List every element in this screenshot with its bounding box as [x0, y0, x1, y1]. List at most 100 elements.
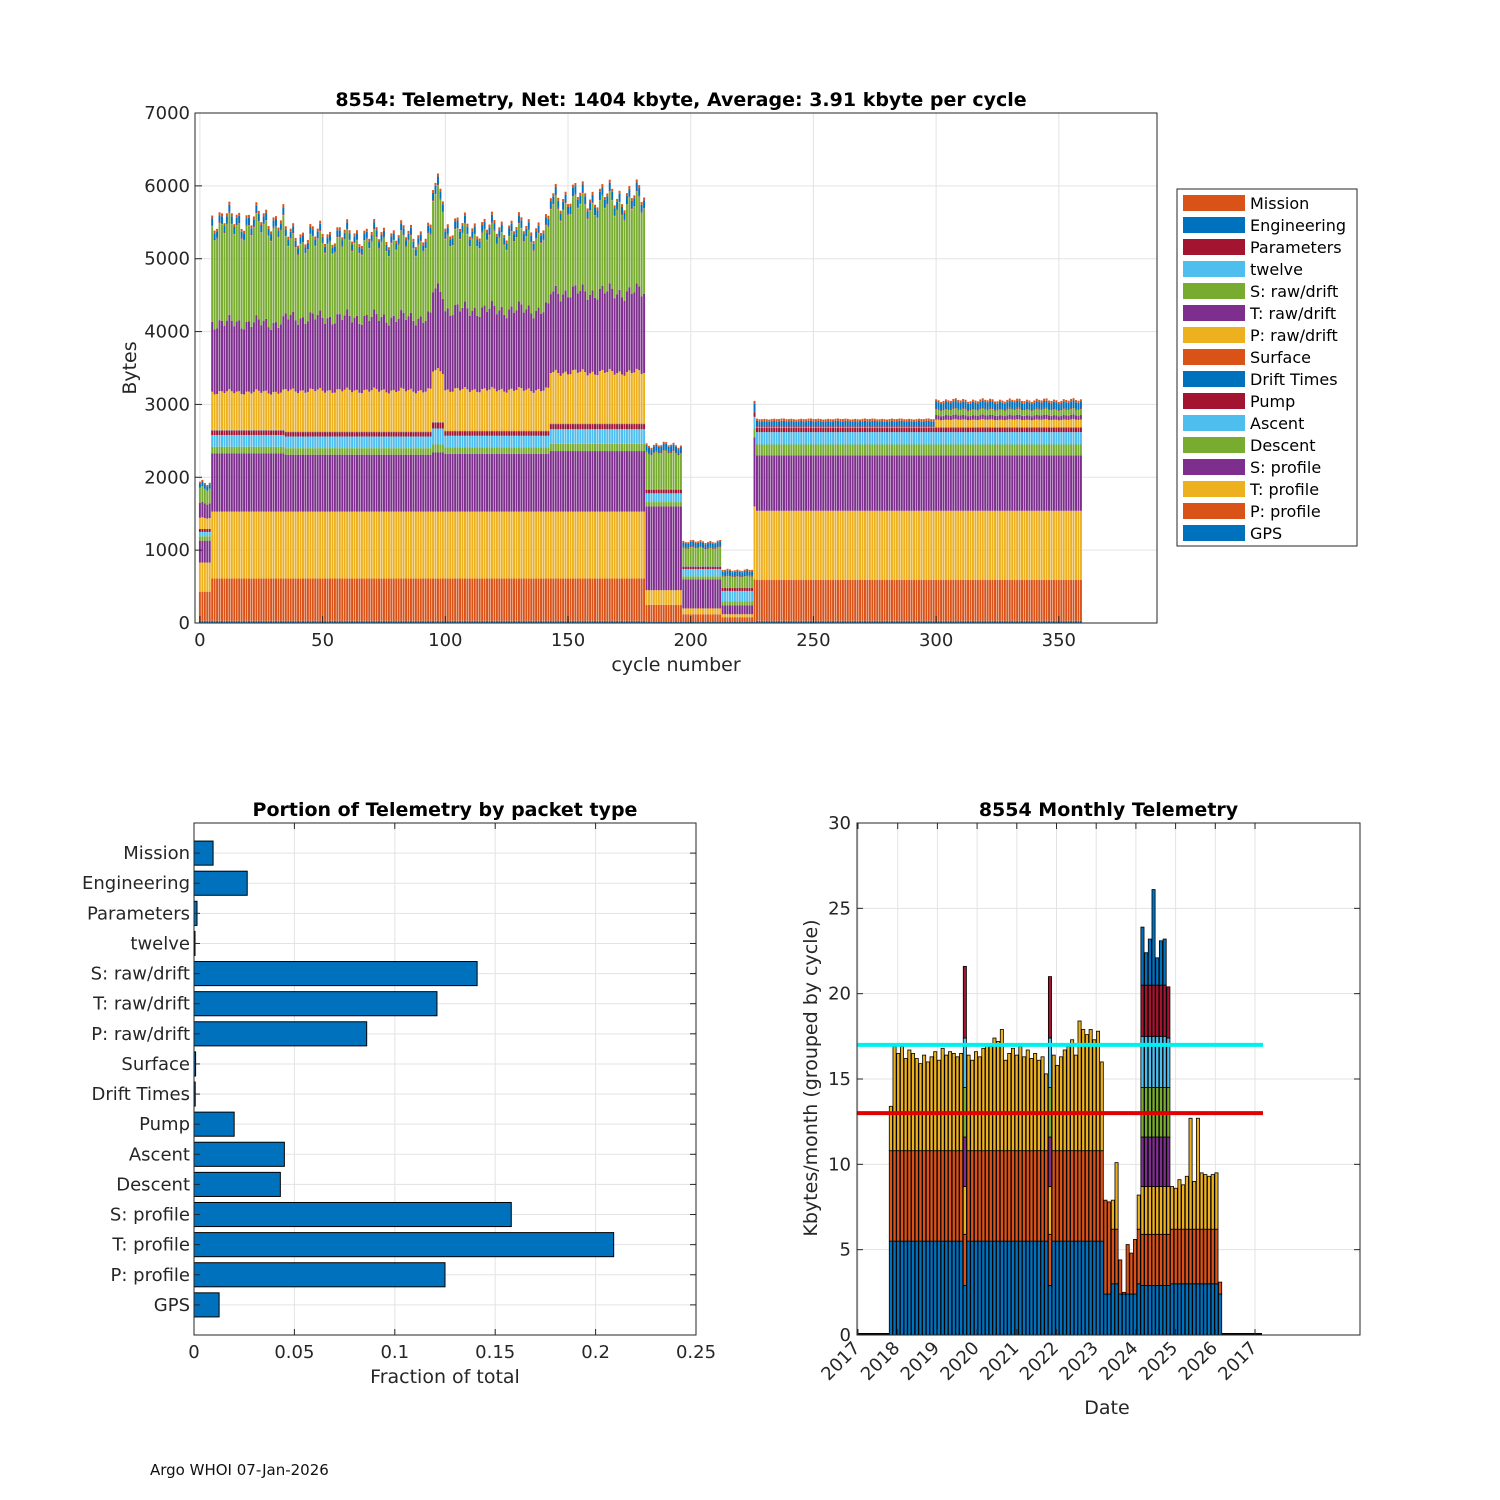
bar-parameters	[211, 225, 214, 226]
bar-parameters	[795, 426, 798, 428]
bar-ascent	[714, 569, 717, 577]
bar-t-profile	[591, 511, 594, 579]
bar-s-profile	[652, 506, 655, 591]
bar-t-profile	[738, 614, 741, 618]
bar-t-profile	[444, 511, 447, 579]
bar-ascent	[670, 493, 673, 503]
bar-s-raw-drift	[324, 253, 327, 324]
bar-p-raw-drift	[243, 394, 246, 430]
bar-mission	[822, 419, 825, 422]
bar-ascent	[392, 436, 395, 449]
bar-gps	[675, 621, 677, 623]
bar-t-raw-drift	[547, 303, 550, 388]
bar-descent	[503, 447, 506, 454]
bar-engineering	[368, 241, 371, 248]
bar-mission	[569, 203, 572, 207]
bar-parameters	[1006, 408, 1009, 410]
bar-p-profile	[301, 578, 304, 621]
bar-p-profile	[984, 580, 987, 621]
bar-t-profile	[498, 511, 501, 579]
bar-s-profile	[216, 453, 219, 512]
bar-gps	[387, 620, 390, 623]
bar-gps	[998, 620, 1001, 623]
bar-descent	[682, 576, 685, 580]
bar-descent	[358, 448, 361, 455]
bar-gps	[596, 620, 599, 623]
bar-parameters	[476, 245, 479, 247]
bar-mission	[1016, 398, 1019, 401]
bar-pump	[368, 432, 371, 437]
bar-s-raw-drift	[343, 239, 346, 316]
bar-p-profile	[957, 580, 960, 621]
bar-s-raw-drift	[527, 230, 530, 306]
bar-s-raw-drift	[537, 233, 540, 308]
bar-engineering	[763, 421, 766, 427]
bar-mission	[746, 568, 749, 571]
bar-t-profile	[611, 511, 614, 579]
bar-gps	[633, 620, 636, 623]
bar-s-profile	[809, 455, 812, 511]
bar-t-raw-drift	[1011, 415, 1014, 420]
bar-descent	[466, 447, 469, 454]
bar-mission	[260, 222, 263, 225]
bar-gps	[601, 620, 604, 623]
bar-s-raw-drift	[606, 204, 609, 292]
bar-engineering	[984, 402, 987, 409]
bar-engineering	[574, 186, 577, 194]
bar-ascent	[817, 432, 820, 445]
bar-ascent	[490, 435, 493, 448]
bar-engineering	[787, 421, 790, 427]
bar-p-raw-drift	[336, 389, 339, 432]
bar-s-raw-drift	[569, 214, 572, 298]
bar-gps	[726, 621, 729, 623]
bar-t-raw-drift	[282, 316, 285, 390]
bar-t-profile	[439, 511, 442, 579]
bar-gps	[380, 620, 383, 623]
bar-ascent	[984, 432, 987, 445]
bar-descent	[392, 448, 395, 455]
bar-parameters	[819, 426, 822, 428]
bar-mission	[355, 230, 358, 234]
bar-descent	[579, 443, 582, 452]
bar-s-raw-drift	[248, 225, 250, 322]
bar-pump	[792, 427, 795, 433]
bar-s-profile	[429, 454, 432, 512]
bar-gps	[871, 620, 874, 623]
bar-pump	[527, 431, 530, 436]
bar-p-profile	[333, 578, 336, 621]
bar-ascent	[400, 436, 403, 449]
bar-t-raw-drift	[233, 326, 236, 394]
bar-s-profile	[601, 451, 604, 512]
bar-engineering	[675, 446, 677, 453]
bar-mission	[650, 447, 653, 450]
bar-ascent	[697, 569, 700, 577]
bar-s-profile	[689, 579, 692, 609]
bar-mission	[451, 235, 454, 239]
bar-engineering	[716, 542, 719, 547]
bar-p-profile	[596, 578, 599, 621]
bar-engineering	[913, 421, 916, 427]
bar-ascent	[910, 432, 913, 445]
bar-descent	[454, 447, 457, 454]
bar-parameters	[802, 426, 805, 428]
bar-p-raw-drift	[598, 371, 601, 424]
bar-t-profile	[385, 511, 388, 579]
bar-mission	[827, 418, 830, 422]
bar-s-raw-drift	[1001, 409, 1004, 416]
bar-t-profile	[829, 510, 832, 581]
bar-p-profile	[444, 578, 447, 621]
bar-engineering	[925, 420, 928, 427]
bar-gps	[343, 620, 346, 623]
bar-t-raw-drift	[1030, 416, 1033, 421]
bar-s-raw-drift	[375, 237, 378, 315]
bar-s-raw-drift	[571, 196, 574, 287]
bar-t-profile	[871, 510, 874, 581]
bar-mission	[643, 197, 646, 201]
bar-engineering	[964, 401, 967, 409]
bar-t-profile	[787, 510, 790, 581]
bar-t-raw-drift	[292, 311, 295, 389]
bar-engineering	[679, 446, 682, 453]
bar-descent	[272, 446, 275, 454]
bar-p-profile	[863, 580, 866, 621]
bar-s-profile	[738, 605, 741, 615]
